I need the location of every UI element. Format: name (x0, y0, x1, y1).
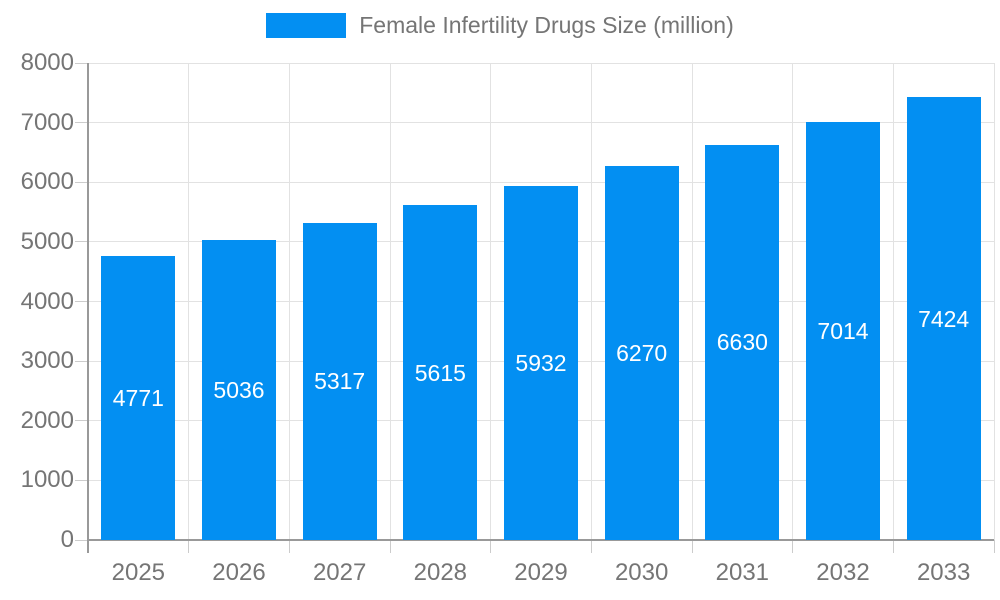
x-axis-label: 2031 (715, 559, 770, 586)
gridline-vertical (288, 63, 290, 540)
gridline-vertical (590, 63, 592, 540)
bar-2025 (101, 255, 176, 540)
y-axis-tick (75, 241, 88, 243)
y-axis-tick (75, 420, 88, 422)
x-axis-tick (892, 540, 894, 553)
gridline-vertical (389, 63, 391, 540)
bar-value-label: 5615 (414, 359, 466, 386)
y-axis-label: 8000 (20, 49, 74, 76)
x-axis-tick (188, 540, 190, 553)
y-axis-label: 6000 (20, 168, 74, 196)
bar-2028 (403, 205, 478, 540)
bar-2032 (806, 121, 880, 540)
bar-2027 (302, 222, 377, 540)
legend-label: Female Infertility Drugs Size (million) (359, 12, 734, 38)
bar-value-label: 5036 (213, 376, 265, 403)
bar-2026 (202, 239, 276, 540)
x-axis-tick (389, 540, 391, 553)
x-axis-label: 2030 (614, 559, 669, 586)
x-axis-label: 2026 (212, 559, 266, 586)
legend-item[interactable]: Female Infertility Drugs Size (million) (266, 12, 734, 39)
legend-swatch-icon (266, 13, 347, 38)
bar-value-label: 7014 (817, 317, 869, 344)
x-axis-tick (792, 540, 794, 553)
y-axis-label: 3000 (20, 347, 74, 375)
y-axis-tick (75, 62, 88, 64)
x-axis-tick (288, 540, 290, 553)
x-axis-tick (590, 540, 592, 553)
gridline-vertical (792, 63, 794, 540)
bar-2031 (705, 144, 780, 540)
x-axis-tick (993, 540, 995, 553)
x-axis-line (87, 539, 994, 541)
gridline-horizontal (88, 62, 994, 64)
y-axis-label: 7000 (20, 108, 74, 136)
x-axis-tick (490, 540, 492, 553)
gridline-horizontal (88, 122, 994, 124)
x-axis-label: 2025 (111, 559, 166, 586)
y-axis-tick (75, 181, 88, 183)
y-axis-label: 1000 (20, 466, 74, 494)
y-axis-tick (75, 301, 88, 302)
bar-value-label: 4771 (112, 384, 164, 411)
gridline-vertical (490, 63, 492, 540)
y-axis-label: 4000 (20, 287, 74, 315)
legend: Female Infertility Drugs Size (million) (0, 12, 1000, 39)
bar-2033 (906, 97, 981, 540)
y-axis-line (87, 63, 89, 553)
gridline-horizontal (88, 181, 994, 183)
x-axis-label: 2033 (916, 559, 971, 586)
bar-2030 (604, 166, 679, 540)
x-axis-label: 2027 (312, 559, 367, 586)
bar-value-label: 5317 (314, 368, 366, 395)
gridline-vertical (188, 63, 190, 540)
bar-value-label: 6270 (616, 340, 668, 367)
y-axis-tick (75, 539, 88, 541)
y-axis-label: 2000 (20, 406, 74, 434)
y-axis-label: 5000 (20, 227, 74, 255)
gridline-vertical (691, 63, 693, 540)
bar-value-label: 6630 (716, 329, 768, 356)
y-axis-tick (75, 479, 88, 481)
x-axis-label: 2032 (816, 559, 870, 586)
y-axis-label: 0 (60, 526, 74, 553)
gridline-vertical (892, 63, 894, 540)
bar-2029 (504, 186, 578, 540)
y-axis-tick (75, 360, 88, 362)
x-axis-label: 2028 (413, 559, 468, 586)
bar-value-label: 7424 (918, 305, 970, 332)
y-axis-tick (75, 122, 88, 124)
gridline-vertical (993, 63, 995, 540)
x-axis-label: 2029 (514, 559, 568, 586)
x-axis-tick (691, 540, 693, 553)
bar-value-label: 5932 (515, 350, 567, 377)
